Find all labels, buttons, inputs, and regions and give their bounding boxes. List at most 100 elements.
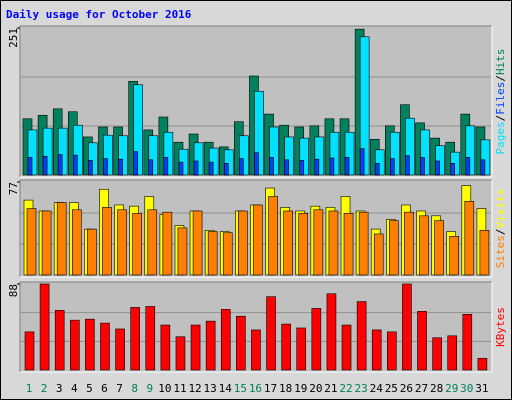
panel-bevel [19,281,492,372]
bar [465,157,471,176]
bar [162,211,173,276]
bar [371,329,382,371]
bar [160,324,171,371]
x-tick-label: 2 [41,382,48,395]
bar [24,331,35,371]
x-tick-label: 5 [86,382,93,395]
x-tick-label: 28 [430,382,443,395]
bar [223,149,234,176]
bar [178,161,184,176]
bar [358,211,369,276]
legend-entry: Pages [494,121,507,154]
x-tick-label: 17 [264,382,277,395]
y-tick-label: 88 [7,284,20,297]
bar [56,202,67,276]
bar [163,131,174,176]
bar [132,213,142,276]
x-tick-label: 6 [101,382,108,395]
bar [359,36,370,176]
x-tick-label: 19 [294,382,307,395]
legend-separator: / [494,115,507,122]
legend-separator: / [494,75,507,82]
panel-bevel [20,26,493,178]
bar [373,233,384,276]
bar [283,210,293,276]
x-tick-label: 23 [355,382,368,395]
x-tick-label: 14 [219,382,233,395]
x-tick-label: 11 [173,382,186,395]
bar [480,139,491,176]
chart-title: Daily usage for October 2016 [6,8,192,21]
bar [435,160,440,176]
bar [390,131,400,176]
bar [148,135,159,176]
bar [102,207,112,276]
bar [281,323,291,371]
bar [130,307,140,371]
bar [284,136,294,176]
bar [462,313,473,371]
bar [464,201,475,276]
bar [447,335,458,371]
x-tick-label: 18 [279,382,292,395]
x-tick-label: 3 [56,382,63,395]
bar [133,84,143,176]
x-tick-label: 13 [204,382,217,395]
legend-separator: / [494,229,507,236]
bar [238,210,248,276]
bar [72,154,78,176]
legend: Pages/Files/Hits [494,49,507,155]
bar [103,158,108,176]
bar [313,209,324,276]
bar [479,230,490,276]
bar [41,210,52,276]
bar [39,283,50,371]
x-tick-label: 26 [400,382,413,395]
legend-entry: Sites [494,235,507,268]
x-tick-label: 30 [460,382,473,395]
x-tick-label: 15 [234,382,247,395]
bar [477,357,488,371]
x-tick-label: 25 [385,382,398,395]
bar [329,131,340,176]
x-tick-label: 20 [309,382,322,395]
bar [145,306,156,371]
bar [465,125,476,176]
bar [269,157,274,176]
bar [356,301,367,371]
bar [87,228,97,276]
bar [223,162,229,176]
bar [133,151,138,176]
bar [254,152,259,176]
y-tick-label: 251 [7,28,20,48]
bar [205,320,216,371]
x-tick-label: 31 [475,382,488,395]
bar [88,160,93,176]
bar [387,331,397,371]
bar [374,162,380,176]
bar [71,209,82,276]
x-tick-label: 12 [188,382,201,395]
legend: Sites/Visits [494,189,507,269]
bar [175,336,186,371]
bar [42,155,48,176]
bar [117,209,127,276]
bar [193,160,199,176]
bar [239,135,249,176]
bar [251,329,261,371]
bar [390,158,395,176]
bar [88,142,98,176]
bar [26,208,37,276]
x-tick-label: 4 [71,382,78,395]
x-tick-label: 21 [324,382,337,395]
bar [42,127,53,176]
bar [449,236,460,276]
x-tick-label: 10 [158,382,171,395]
bar [389,220,399,276]
bar [72,124,83,176]
bar [57,127,68,176]
bar [480,159,486,176]
bar [27,129,38,176]
bar [207,231,218,276]
bar [27,157,33,176]
